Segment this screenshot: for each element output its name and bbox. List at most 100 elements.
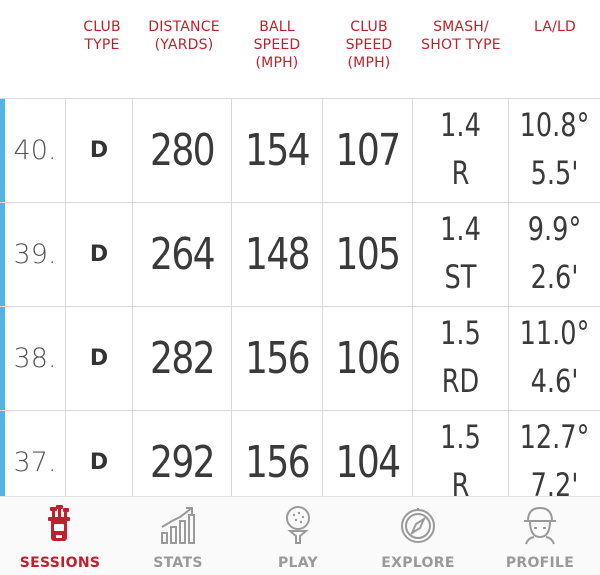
launch-direction-value: 2.6': [530, 258, 579, 296]
smash-shot-type-cell: 1.4 R: [423, 99, 499, 203]
launch-direction-value: 7.2': [530, 466, 579, 497]
header-club-speed: CLUB SPEED (MPH): [345, 19, 393, 71]
launch-angle-value: 12.7°: [519, 418, 590, 456]
divider: [322, 203, 323, 306]
club-speed-value: 105: [335, 229, 402, 280]
ball-speed-value: 156: [245, 333, 311, 384]
shot-number: 37.: [13, 447, 57, 478]
bottom-nav: SESSIONS STATS: [0, 496, 600, 575]
distance-value: 292: [150, 437, 216, 488]
nav-explore-label: EXPLORE: [381, 555, 455, 571]
nav-play[interactable]: PLAY: [238, 497, 358, 575]
distance-value: 280: [150, 125, 216, 176]
launch-direction-value: 5.5': [530, 154, 579, 192]
divider: [65, 411, 66, 497]
golfer-profile-icon: [524, 506, 556, 545]
divider: [132, 307, 133, 410]
header-distance: DISTANCE (YARDS): [148, 19, 220, 53]
club-type: D: [89, 346, 109, 371]
club-speed-value: 104: [335, 437, 402, 488]
divider: [65, 307, 66, 410]
nav-profile-label: PROFILE: [505, 555, 575, 571]
divider: [322, 307, 323, 410]
smash-value: 1.4: [440, 210, 481, 248]
club-speed-value: 106: [335, 333, 402, 384]
nav-profile[interactable]: PROFILE: [480, 497, 600, 575]
shot-row-40[interactable]: 40. D 280 154 107 1.4 R 10.8° 5.5': [0, 99, 600, 203]
header-la-ld: LA/LD: [534, 19, 576, 35]
divider: [322, 99, 323, 202]
nav-explore[interactable]: EXPLORE: [358, 497, 478, 575]
bar-chart-icon: [161, 507, 195, 544]
divider: [132, 203, 133, 306]
shot-type-value: R: [451, 154, 470, 192]
divider: [412, 307, 413, 410]
shot-number: 38.: [13, 343, 57, 374]
ball-speed-value: 154: [245, 125, 311, 176]
launch-direction-value: 4.6': [530, 362, 579, 400]
nav-sessions[interactable]: SESSIONS: [0, 497, 120, 575]
divider: [231, 307, 232, 410]
row-accent-bar: [0, 203, 5, 306]
golf-ball-tee-icon: [286, 506, 310, 544]
row-accent-bar: [0, 307, 5, 410]
club-type: D: [89, 242, 109, 267]
smash-shot-type-cell: 1.5 RD: [423, 307, 499, 411]
smash-value: 1.5: [440, 418, 481, 456]
divider: [508, 203, 509, 306]
table-header: CLUB TYPE DISTANCE (YARDS) BALL SPEED (M…: [0, 0, 600, 98]
divider: [65, 203, 66, 306]
divider: [231, 411, 232, 497]
la-ld-cell: 10.8° 5.5': [518, 99, 591, 203]
divider: [231, 99, 232, 202]
divider: [508, 307, 509, 410]
golf-bag-icon: [48, 505, 70, 541]
divider: [508, 411, 509, 497]
smash-shot-type-cell: 1.5 R: [423, 411, 499, 497]
divider: [412, 99, 413, 202]
shot-row-38[interactable]: 38. D 282 156 106 1.5 RD 11.0° 4.6': [0, 307, 600, 411]
divider: [322, 411, 323, 497]
distance-value: 264: [150, 229, 216, 280]
nav-play-label: PLAY: [277, 555, 318, 571]
shot-row-37[interactable]: 37. D 292 156 104 1.5 R 12.7° 7.2': [0, 411, 600, 497]
shot-list[interactable]: 40. D 280 154 107 1.4 R 10.8° 5.5' 39. D…: [0, 98, 600, 497]
ball-speed-value: 148: [245, 229, 311, 280]
club-type: D: [89, 450, 109, 475]
divider: [132, 99, 133, 202]
nav-stats[interactable]: STATS: [118, 497, 238, 575]
smash-value: 1.5: [440, 314, 481, 352]
club-type: D: [89, 138, 109, 163]
la-ld-cell: 12.7° 7.2': [518, 411, 591, 497]
header-ball-speed: BALL SPEED (MPH): [253, 19, 301, 71]
shot-number: 40.: [13, 135, 57, 166]
launch-angle-value: 11.0°: [519, 314, 590, 352]
header-smash-shot-type: SMASH/ SHOT TYPE: [421, 19, 501, 53]
nav-sessions-label: SESSIONS: [19, 555, 101, 571]
shot-type-value: R: [451, 466, 470, 497]
row-accent-bar: [0, 99, 5, 202]
divider: [65, 99, 66, 202]
shot-number: 39.: [13, 239, 57, 270]
launch-angle-value: 10.8°: [519, 106, 590, 144]
shot-type-value: ST: [444, 258, 477, 296]
nav-stats-label: STATS: [153, 555, 203, 571]
header-club-type: CLUB TYPE: [83, 19, 121, 53]
la-ld-cell: 11.0° 4.6': [518, 307, 591, 411]
smash-value: 1.4: [440, 106, 481, 144]
compass-icon: [401, 508, 435, 543]
ball-speed-value: 156: [245, 437, 311, 488]
club-speed-value: 107: [335, 125, 402, 176]
divider: [412, 203, 413, 306]
smash-shot-type-cell: 1.4 ST: [423, 203, 499, 307]
row-accent-bar: [0, 411, 5, 497]
shot-type-value: RD: [441, 362, 480, 400]
shot-row-39[interactable]: 39. D 264 148 105 1.4 ST 9.9° 2.6': [0, 203, 600, 307]
divider: [231, 203, 232, 306]
la-ld-cell: 9.9° 2.6': [518, 203, 591, 307]
divider: [132, 411, 133, 497]
divider: [508, 99, 509, 202]
distance-value: 282: [150, 333, 216, 384]
launch-angle-value: 9.9°: [527, 210, 582, 248]
divider: [412, 411, 413, 497]
